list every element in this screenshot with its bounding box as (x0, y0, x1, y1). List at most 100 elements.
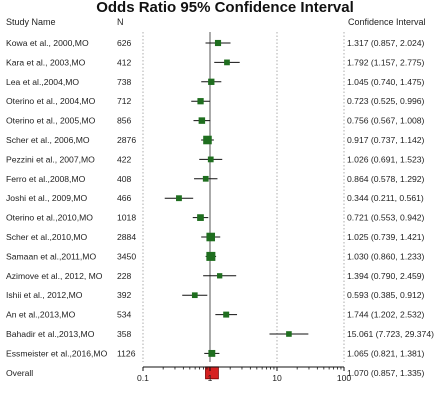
odds-ratio-marker (224, 59, 230, 66)
study-row: Kara et al., 2003,MO 412 1.792 (1.157, 2.7… (6, 57, 425, 67)
study-row: Oterino et al.,2010,MO 1018 0.721 (0.553, … (6, 213, 425, 223)
study-n: 2884 (117, 232, 136, 242)
study-ci-text: 0.344 (0.211, 0.561) (347, 193, 424, 203)
overall-label: Overall (6, 368, 33, 378)
study-name: Samaan et al.,2011,MO (6, 251, 96, 261)
study-name: Oterino et al., 2004,MO (6, 96, 96, 106)
study-ci-text: 1.792 (1.157, 2.775) (347, 57, 425, 67)
study-rows: Kowa et al., 2000,MO 626 1.317 (0.857, 2.0… (6, 38, 434, 380)
study-row: Bahadir et al.,2013,MO 358 15.061 (7.723, … (6, 329, 434, 339)
study-n: 626 (117, 38, 132, 48)
odds-ratio-marker (202, 175, 209, 182)
study-name: Ferro et al.,2008,MO (6, 174, 86, 184)
study-n: 2876 (117, 135, 136, 145)
odds-ratio-marker (203, 135, 212, 145)
study-ci-text: 0.721 (0.553, 0.942) (347, 213, 425, 223)
study-row: Pezzini et al., 2007,MO 422 1.026 (0.691, … (6, 154, 425, 164)
odds-ratio-marker (214, 39, 222, 47)
study-ci-text: 1.025 (0.739, 1.421) (347, 232, 425, 242)
study-ci-text: 1.026 (0.691, 1.523) (347, 154, 425, 164)
odds-ratio-marker (217, 273, 223, 279)
study-row: Joshi et al., 2009,MO 466 0.344 (0.211, 0.… (6, 193, 424, 203)
study-name: Ishii et al., 2012,MO (6, 290, 83, 300)
study-n: 534 (117, 310, 132, 320)
study-row: Scher et al.,2010,MO 2884 1.025 (0.739, 1.… (6, 232, 425, 242)
study-n: 3450 (117, 251, 136, 261)
study-n: 856 (117, 116, 132, 126)
study-name: An et al.,2013,MO (6, 310, 76, 320)
odds-ratio-marker (191, 292, 198, 299)
study-ci-text: 1.394 (0.790, 2.459) (347, 271, 425, 281)
study-ci-text: 0.593 (0.385, 0.912) (347, 290, 425, 300)
x-tick-label: 0.1 (137, 373, 149, 383)
overall-row: Overall 1.070 (0.857, 1.335) (6, 366, 425, 380)
study-row: Essmeister et al.,2016,MO 1126 1.065 (0.82… (6, 348, 425, 358)
odds-ratio-marker (176, 195, 182, 202)
study-ci-text: 0.864 (0.578, 1.292) (347, 174, 425, 184)
study-name: Bahadir et al.,2013,MO (6, 329, 95, 339)
grid-lines (142, 32, 345, 362)
study-ci-text: 1.317 (0.857, 2.024) (347, 38, 425, 48)
study-n: 228 (117, 271, 132, 281)
overall-ci-text: 1.070 (0.857, 1.335) (347, 368, 425, 378)
study-ci-text: 0.723 (0.525, 0.996) (347, 96, 425, 106)
study-row: Scher et al., 2006,MO 2876 0.917 (0.737, 1… (6, 135, 425, 145)
study-n: 358 (117, 329, 132, 339)
odds-ratio-marker (223, 311, 230, 318)
odds-ratio-marker (197, 214, 204, 221)
study-ci-text: 1.030 (0.860, 1.233) (347, 251, 425, 261)
study-name: Oterino et al., 2005,MO (6, 116, 96, 126)
study-ci-text: 1.045 (0.740, 1.475) (347, 77, 425, 87)
study-ci-text: 0.917 (0.737, 1.142) (347, 135, 425, 145)
study-n: 392 (117, 290, 132, 300)
study-name: Oterino et al.,2010,MO (6, 213, 93, 223)
study-n: 738 (117, 77, 132, 87)
x-tick-label: 100 (337, 373, 352, 383)
study-row: Samaan et al.,2011,MO 3450 1.030 (0.860, 1… (6, 251, 425, 261)
study-ci-text: 1.744 (1.202, 2.532) (347, 310, 425, 320)
study-name: Essmeister et al.,2016,MO (6, 348, 108, 358)
study-n: 422 (117, 154, 132, 164)
odds-ratio-marker (206, 251, 216, 261)
study-n: 412 (117, 57, 132, 67)
ci-header: Confidence Interval (348, 17, 426, 27)
study-name: Joshi et al., 2009,MO (6, 193, 88, 203)
odds-ratio-marker (197, 98, 204, 105)
odds-ratio-marker (286, 331, 292, 337)
study-ci-text: 0.756 (0.567, 1.008) (347, 116, 425, 126)
study-name: Azimove et al., 2012, MO (6, 271, 103, 281)
odds-ratio-marker (208, 349, 216, 357)
study-row: Azimove et al., 2012, MO 228 1.394 (0.790,… (6, 271, 425, 281)
study-n: 466 (117, 193, 132, 203)
study-row: An et al.,2013,MO 534 1.744 (1.202, 2.532) (6, 310, 425, 320)
study-row: Oterino et al., 2004,MO 712 0.723 (0.525, … (6, 96, 425, 106)
study-row: Oterino et al., 2005,MO 856 0.756 (0.567, … (6, 116, 425, 126)
study-n: 1126 (117, 348, 136, 358)
study-name: Scher et al.,2010,MO (6, 232, 88, 242)
study-name: Kowa et al., 2000,MO (6, 38, 89, 48)
study-ci-text: 15.061 (7.723, 29.374) (347, 329, 434, 339)
n-header: N (117, 17, 124, 27)
study-row: Ishii et al., 2012,MO 392 0.593 (0.385, 0.… (6, 290, 425, 300)
study-row: Ferro et al.,2008,MO 408 0.864 (0.578, 1.2… (6, 174, 425, 184)
study-name: Lea et al.,2004,MO (6, 77, 79, 87)
x-axis: 0.1 1 10 100 (137, 366, 352, 383)
odds-ratio-marker (208, 78, 215, 85)
study-name: Pezzini et al., 2007,MO (6, 154, 95, 164)
study-name: Scher et al., 2006,MO (6, 135, 90, 145)
chart-title: Odds Ratio 95% Confidence Interval (96, 0, 354, 16)
study-row: Lea et al.,2004,MO 738 1.045 (0.740, 1.475… (6, 77, 425, 87)
study-n: 712 (117, 96, 132, 106)
study-n: 408 (117, 174, 132, 184)
x-tick-label: 1 (208, 373, 213, 383)
study-row: Kowa et al., 2000,MO 626 1.317 (0.857, 2.0… (6, 38, 425, 48)
study-name-header: Study Name (6, 17, 56, 27)
study-name: Kara et al., 2003,MO (6, 57, 86, 67)
odds-ratio-marker (198, 117, 206, 124)
odds-ratio-marker (206, 232, 216, 242)
odds-ratio-marker (207, 156, 214, 163)
study-n: 1018 (117, 213, 136, 223)
study-ci-text: 1.065 (0.821, 1.381) (347, 348, 425, 358)
x-tick-label: 10 (272, 373, 282, 383)
